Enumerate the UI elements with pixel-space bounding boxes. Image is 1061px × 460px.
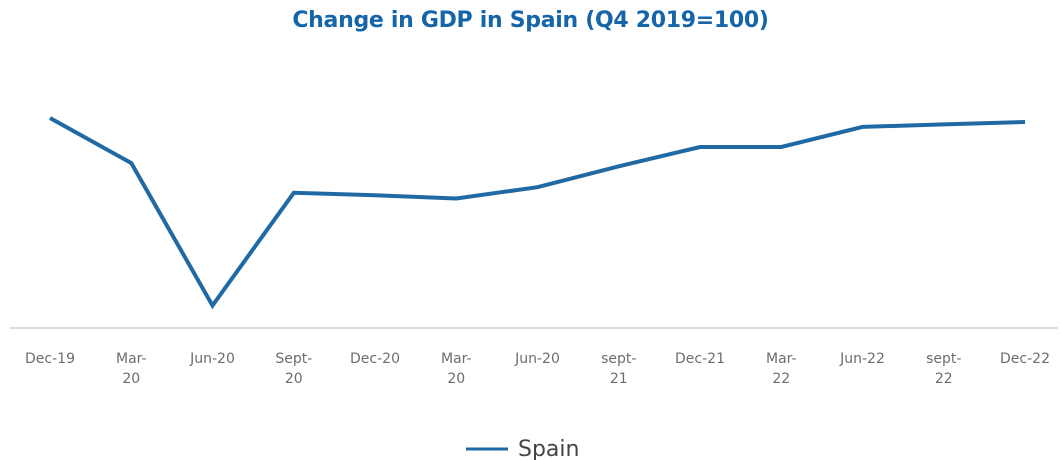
x-tick-label: Dec-22 xyxy=(1000,351,1050,367)
legend-label-spain: Spain xyxy=(518,437,579,460)
x-tick-label: Dec-19 xyxy=(25,351,75,367)
x-tick-label: Dec-20 xyxy=(350,351,400,367)
x-tick-label: Dec-21 xyxy=(675,351,725,367)
x-tick-label: sept-22 xyxy=(926,351,961,387)
x-tick-labels: Dec-19 Mar-20 Jun-20 Sept-20 Dec-20 Mar-20 Jun… xyxy=(25,351,1050,387)
x-tick-label: Mar-22 xyxy=(766,351,797,387)
x-tick-label: Jun-22 xyxy=(839,351,885,367)
legend: Spain xyxy=(466,437,579,460)
x-tick-label: Jun-20 xyxy=(514,351,560,367)
chart-title: Change in GDP in Spain (Q4 2019=100) xyxy=(292,8,769,33)
x-tick-label: Mar-20 xyxy=(441,351,472,387)
x-tick-label: Sept-20 xyxy=(275,351,312,387)
x-tick-label: sept-21 xyxy=(601,351,636,387)
x-tick-label: Mar-20 xyxy=(116,351,147,387)
x-tick-label: Jun-20 xyxy=(189,351,235,367)
series-line-spain xyxy=(49,116,1026,310)
